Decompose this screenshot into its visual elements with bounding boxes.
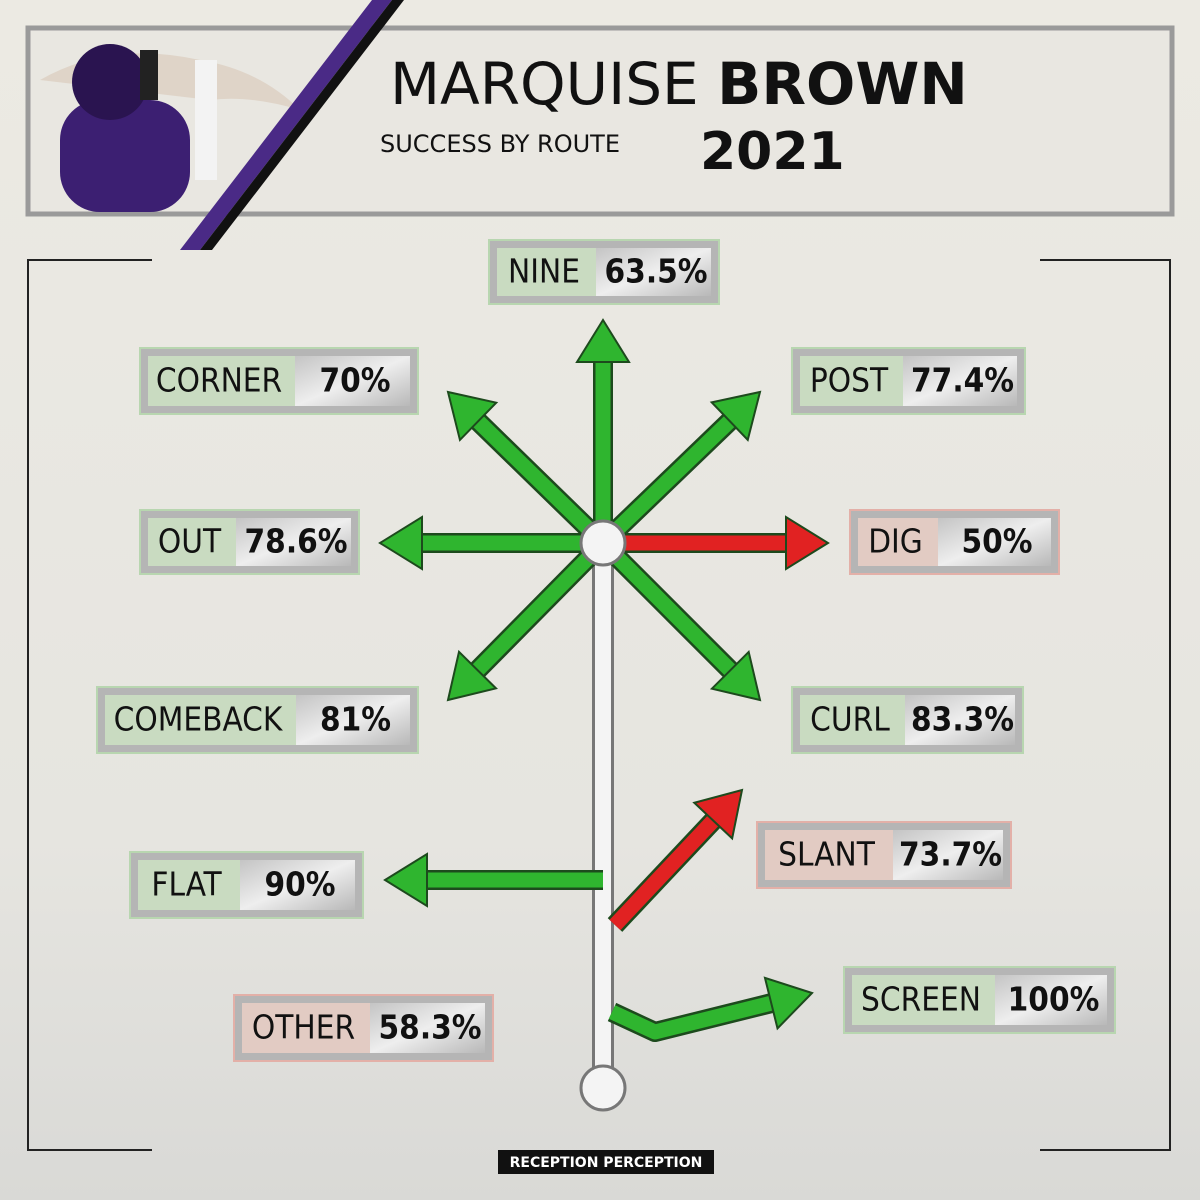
route-arrow-head — [446, 649, 498, 702]
route-value: 78.6% — [245, 522, 348, 561]
route-arrow — [472, 415, 609, 549]
route-name: SLANT — [778, 835, 876, 874]
route-value-bg — [296, 695, 410, 745]
route-name-bg — [858, 518, 938, 566]
route-name: POST — [810, 361, 889, 400]
route-arrow-head — [446, 390, 499, 442]
route-name: SCREEN — [861, 980, 981, 1019]
route-arrow — [597, 537, 736, 676]
route-arrow-head — [709, 649, 762, 702]
route-arrow — [597, 415, 735, 549]
route-arrow — [608, 995, 774, 1040]
route-value-bg — [893, 830, 1003, 880]
route-value-bg — [938, 518, 1051, 566]
route-arrow-head — [785, 515, 830, 571]
center-node — [579, 519, 627, 567]
start-node — [579, 1064, 627, 1112]
route-arrow-head — [378, 515, 423, 571]
route-arrow — [472, 537, 609, 676]
route-name-bg — [497, 248, 596, 296]
route-value: 100% — [1008, 980, 1100, 1019]
route-name-bg — [138, 860, 240, 910]
frame-lines — [27, 259, 1171, 1151]
route-name-bg — [800, 356, 903, 406]
route-value: 90% — [264, 865, 335, 904]
footer-badge — [498, 1150, 714, 1174]
route-value-bg — [903, 356, 1017, 406]
route-arrow-head — [709, 390, 762, 442]
stripe — [180, 0, 392, 250]
footer: RECEPTION PERCEPTION — [510, 1155, 703, 1171]
route-arrow-head — [763, 976, 814, 1031]
route-name: OTHER — [252, 1008, 355, 1047]
route-name-bg — [148, 518, 236, 566]
route-value: 83.3% — [911, 700, 1014, 739]
stripe — [200, 0, 404, 250]
route-name: COMEBACK — [114, 700, 284, 739]
route-name: DIG — [868, 522, 923, 561]
route-value: 63.5% — [605, 252, 708, 291]
route-name: CORNER — [156, 361, 282, 400]
route-name-bg — [148, 356, 295, 406]
route-value-bg — [370, 1003, 485, 1053]
route-value: 50% — [961, 522, 1032, 561]
route-arrow-head — [383, 852, 428, 908]
subtitle: SUCCESS BY ROUTE — [380, 130, 620, 158]
route-name-bg — [105, 695, 296, 745]
route-value-bg — [236, 518, 351, 566]
route-value-bg — [596, 248, 711, 296]
route-value-bg — [240, 860, 355, 910]
route-value: 73.7% — [899, 835, 1002, 874]
header-panel — [25, 25, 1175, 217]
title-last: BROWN — [717, 50, 968, 118]
route-value: 77.4% — [911, 361, 1014, 400]
route-value: 58.3% — [379, 1008, 482, 1047]
title: MARQUISE BROWN — [390, 50, 968, 118]
route-arrow-head — [692, 788, 744, 841]
route-value: 70% — [319, 361, 390, 400]
route-name: OUT — [158, 522, 222, 561]
route-arrow — [609, 815, 719, 931]
route-value-bg — [995, 975, 1107, 1025]
route-name-bg — [800, 695, 905, 745]
route-name-bg — [242, 1003, 370, 1053]
year: 2021 — [700, 122, 845, 182]
route-name: FLAT — [151, 865, 222, 904]
player-photo — [40, 44, 300, 212]
route-value-bg — [905, 695, 1015, 745]
route-name-bg — [765, 830, 893, 880]
route-tree: NINE 63.5% CORNER 70% POST 77.4% OUT 78.6% DIG 50… — [96, 239, 1116, 1112]
route-value-bg — [295, 356, 410, 406]
route-name: NINE — [508, 252, 580, 291]
route-arrow-head — [575, 318, 631, 363]
route-value: 81% — [320, 700, 391, 739]
title-first: MARQUISE — [390, 50, 699, 118]
route-name-bg — [852, 975, 995, 1025]
route-name: CURL — [810, 700, 890, 739]
